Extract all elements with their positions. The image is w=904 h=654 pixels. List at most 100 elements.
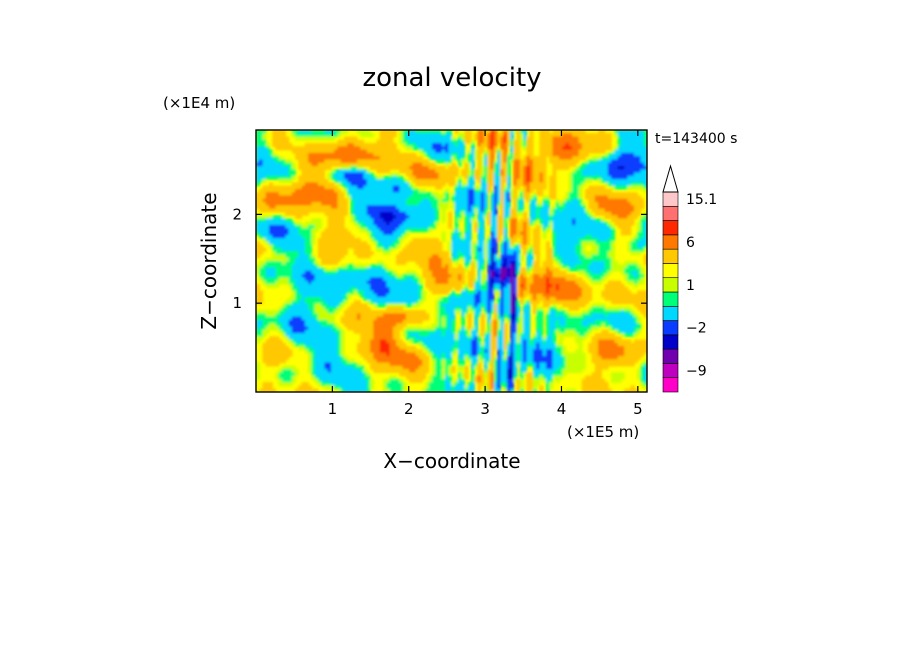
- heatmap-cell: [435, 133, 440, 138]
- heatmap-cell: [500, 175, 505, 180]
- heatmap-cell: [633, 162, 638, 167]
- heatmap-cell: [402, 224, 407, 229]
- heatmap-cell: [343, 290, 348, 295]
- heatmap-cell: [308, 254, 312, 259]
- heatmap-cell: [405, 198, 410, 203]
- heatmap-cell: [259, 264, 264, 269]
- heatmap-cell: [611, 162, 616, 167]
- heatmap-cell: [539, 130, 544, 134]
- heatmap-cell: [516, 139, 521, 144]
- heatmap-cell: [269, 231, 273, 236]
- heatmap-cell: [399, 251, 404, 256]
- heatmap-cell: [627, 231, 632, 236]
- heatmap-cell: [304, 149, 309, 154]
- heatmap-cell: [389, 244, 394, 249]
- heatmap-cell: [572, 211, 576, 216]
- heatmap-cell: [444, 290, 449, 295]
- heatmap-cell: [559, 247, 563, 252]
- heatmap-cell: [308, 228, 312, 233]
- heatmap-cell: [405, 280, 410, 285]
- heatmap-cell: [572, 205, 576, 210]
- heatmap-cell: [431, 136, 436, 141]
- heatmap-cell: [396, 192, 400, 197]
- heatmap-cell: [643, 215, 647, 220]
- heatmap-cell: [578, 254, 583, 259]
- heatmap-cell: [464, 185, 469, 190]
- heatmap-cell: [438, 202, 443, 206]
- heatmap-cell: [493, 280, 498, 285]
- heatmap-cell: [340, 274, 345, 278]
- heatmap-cell: [438, 198, 443, 203]
- heatmap-cell: [360, 152, 365, 157]
- heatmap-cell: [467, 290, 472, 295]
- heatmap-cell: [402, 166, 407, 170]
- heatmap-cell: [523, 156, 528, 161]
- heatmap-cell: [601, 228, 606, 233]
- heatmap-cell: [370, 224, 374, 229]
- heatmap-cell: [588, 287, 593, 292]
- heatmap-cell: [497, 175, 501, 180]
- heatmap-cell: [298, 228, 303, 233]
- heatmap-cell: [493, 238, 498, 242]
- heatmap-cell: [627, 139, 632, 144]
- heatmap-cell: [422, 244, 427, 249]
- heatmap-cell: [471, 146, 475, 151]
- heatmap-cell: [633, 247, 638, 252]
- heatmap-cell: [298, 238, 303, 242]
- heatmap-cell: [562, 215, 567, 220]
- heatmap-cell: [379, 280, 384, 285]
- heatmap-cell: [383, 208, 387, 213]
- heatmap-cell: [422, 221, 427, 226]
- heatmap-cell: [298, 192, 303, 197]
- heatmap-cell: [347, 149, 352, 154]
- heatmap-cell: [272, 254, 277, 259]
- heatmap-cell: [376, 280, 381, 285]
- heatmap-cell: [490, 195, 495, 200]
- heatmap-cell: [523, 283, 528, 288]
- heatmap-cell: [405, 152, 410, 157]
- heatmap-cell: [506, 133, 511, 138]
- heatmap-cell: [516, 251, 521, 256]
- heatmap-cell: [503, 231, 508, 236]
- heatmap-cell: [562, 224, 567, 229]
- heatmap-cell: [526, 156, 531, 161]
- heatmap-cell: [301, 205, 306, 210]
- heatmap-cell: [405, 136, 410, 141]
- heatmap-cell: [523, 172, 528, 177]
- heatmap-cell: [415, 254, 420, 259]
- heatmap-cell: [643, 146, 647, 151]
- heatmap-cell: [360, 195, 365, 200]
- heatmap-cell: [425, 195, 430, 200]
- heatmap-cell: [451, 175, 456, 180]
- heatmap-cell: [594, 234, 599, 239]
- heatmap-cell: [409, 224, 413, 229]
- heatmap-cell: [444, 172, 449, 177]
- heatmap-cell: [529, 290, 534, 295]
- heatmap-cell: [552, 195, 557, 200]
- heatmap-cell: [604, 257, 609, 262]
- heatmap-cell: [588, 228, 593, 233]
- heatmap-cell: [409, 270, 413, 275]
- heatmap-cell: [376, 270, 381, 275]
- heatmap-cell: [510, 159, 515, 164]
- heatmap-cell: [448, 261, 453, 265]
- heatmap-cell: [285, 280, 290, 285]
- heatmap-cell: [523, 244, 528, 249]
- heatmap-cell: [565, 139, 570, 144]
- heatmap-cell: [412, 139, 417, 144]
- heatmap-cell: [272, 261, 277, 265]
- heatmap-cell: [484, 139, 488, 144]
- heatmap-cell: [549, 159, 554, 164]
- heatmap-cell: [314, 130, 319, 134]
- heatmap-cell: [389, 205, 394, 210]
- heatmap-cell: [552, 215, 557, 220]
- heatmap-cell: [516, 267, 521, 272]
- heatmap-cell: [480, 254, 485, 259]
- heatmap-cell: [324, 257, 329, 262]
- heatmap-cell: [601, 238, 606, 242]
- heatmap-cell: [314, 162, 319, 167]
- heatmap-cell: [506, 208, 511, 213]
- heatmap-cell: [510, 267, 515, 272]
- heatmap-cell: [282, 277, 286, 282]
- heatmap-cell: [620, 208, 625, 213]
